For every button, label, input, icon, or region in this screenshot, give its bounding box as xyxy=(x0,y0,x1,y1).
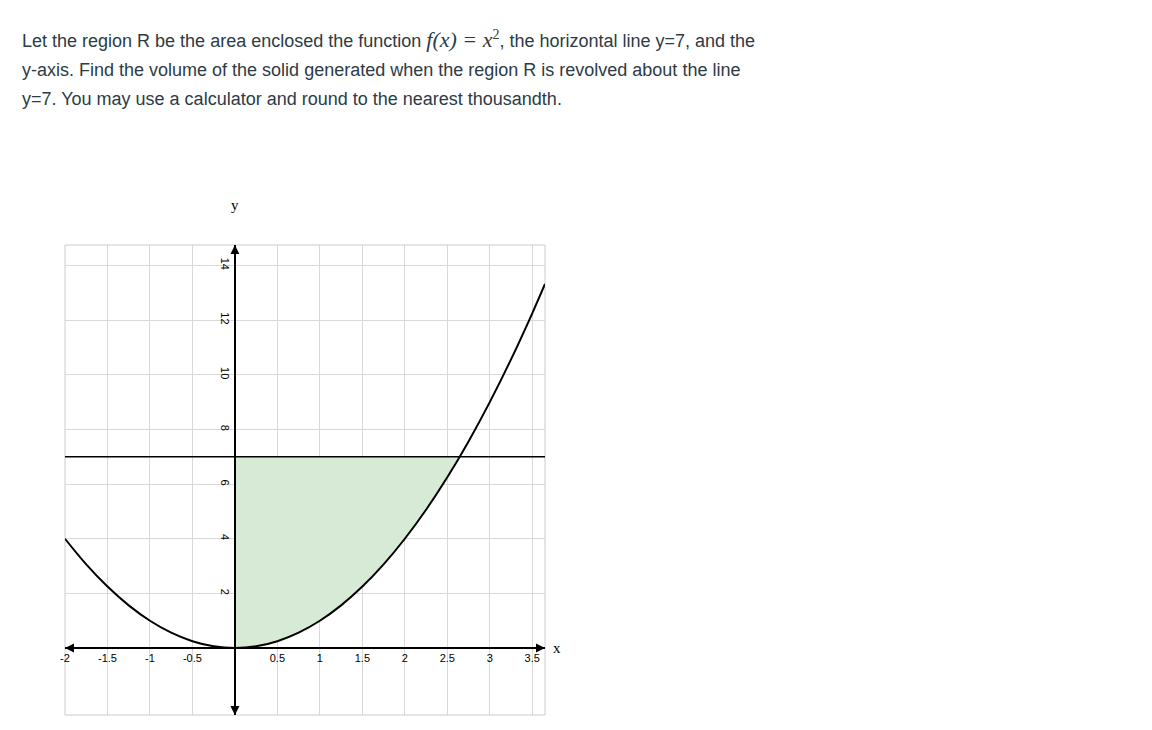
svg-text:1.5: 1.5 xyxy=(355,652,370,664)
html-text:Let the region R be the area e: Let the region R be the area enclosed th… xyxy=(22,27,756,110)
svg-text:2: 2 xyxy=(402,652,408,664)
svg-text:2: 2 xyxy=(219,589,231,595)
svg-text:10: 10 xyxy=(219,367,231,379)
svg-text:-1: -1 xyxy=(145,652,155,664)
svg-text:6: 6 xyxy=(219,479,231,485)
svg-text:12: 12 xyxy=(219,312,231,324)
svg-text:1: 1 xyxy=(317,652,323,664)
svg-text:-1.5: -1.5 xyxy=(98,652,117,664)
svg-text:8: 8 xyxy=(219,425,231,431)
svg-text:y: y xyxy=(231,197,239,213)
svg-text:-0.5: -0.5 xyxy=(183,652,202,664)
svg-text:-2: -2 xyxy=(60,652,70,664)
svg-text:2.5: 2.5 xyxy=(440,652,455,664)
svg-text:x: x xyxy=(553,640,561,656)
svg-text:0.5: 0.5 xyxy=(270,652,285,664)
svg-text:4: 4 xyxy=(219,534,231,540)
svg-text:14: 14 xyxy=(219,258,231,270)
svg-text:3: 3 xyxy=(487,652,493,664)
svg-text:3.5: 3.5 xyxy=(525,652,540,664)
